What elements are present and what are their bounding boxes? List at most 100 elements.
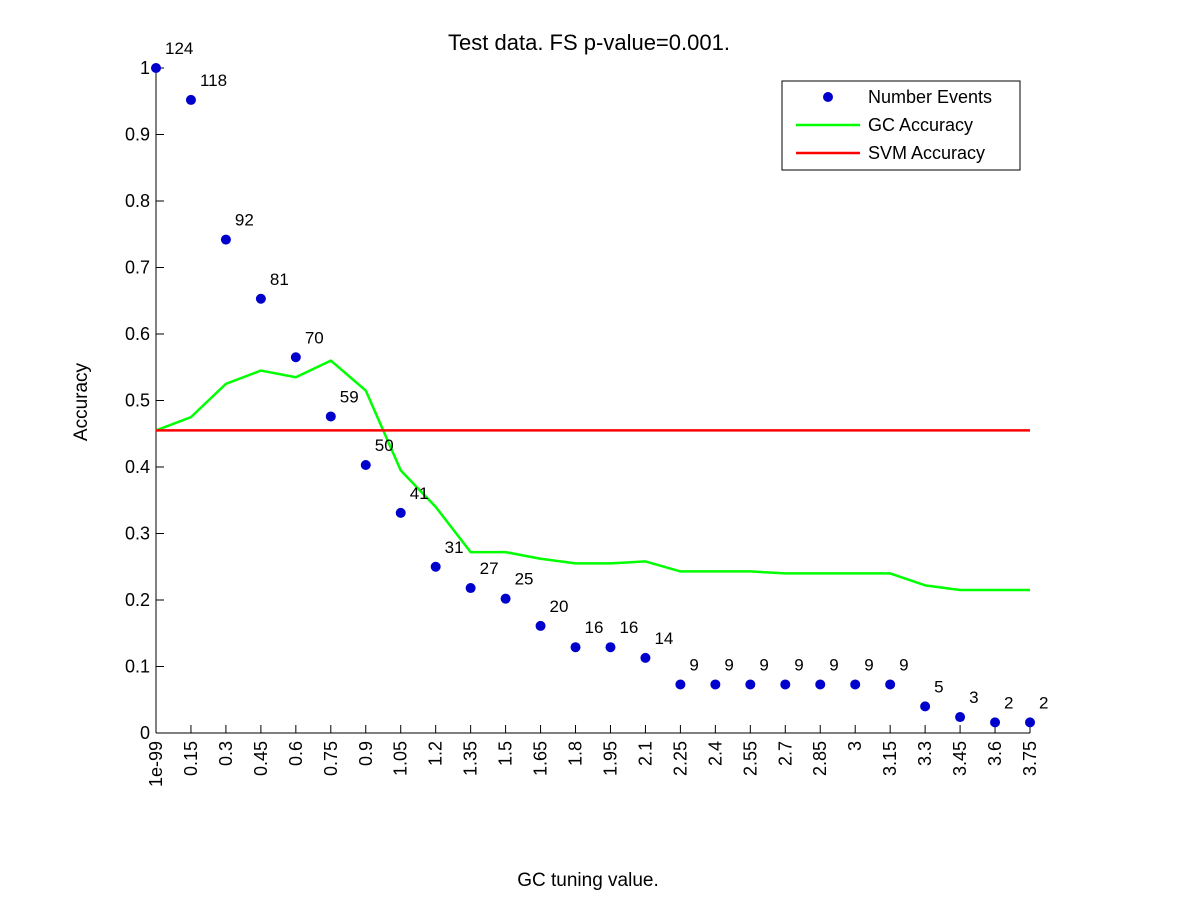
plot-series bbox=[151, 63, 1035, 728]
x-tick-label: 2.55 bbox=[740, 741, 760, 776]
data-point bbox=[255, 293, 266, 304]
x-tick-label: 1.95 bbox=[600, 741, 620, 776]
chart-title: Test data. FS p-value=0.001. bbox=[448, 30, 730, 55]
data-label: 41 bbox=[410, 484, 429, 503]
data-label: 81 bbox=[270, 270, 289, 289]
y-tick-label: 1 bbox=[140, 58, 150, 78]
data-label: 92 bbox=[235, 211, 254, 230]
x-tick-label: 1e-99 bbox=[146, 741, 166, 787]
data-point bbox=[220, 234, 231, 245]
plot-axes: 0 0.1 0.2 0.3 0.4 0.5 0.6 0.7 0.8 0.9 1 1e-99 0.15 0.… bbox=[125, 58, 1040, 787]
data-label: 2 bbox=[1039, 693, 1048, 712]
data-label: 9 bbox=[689, 655, 698, 674]
x-tick-label: 1.05 bbox=[391, 741, 411, 776]
point-labels: 124 118 92 81 70 59 50 41 31 27 25 20 16 16 14 9 9 9 9 9 9 9 5… bbox=[165, 39, 1048, 712]
data-point bbox=[465, 583, 476, 594]
x-tick-label: 1.65 bbox=[531, 741, 551, 776]
y-tick-label: 0.2 bbox=[125, 590, 150, 610]
x-tick-label: 1.5 bbox=[496, 741, 516, 766]
data-point bbox=[815, 679, 826, 690]
data-point bbox=[675, 679, 686, 690]
data-label: 9 bbox=[759, 655, 768, 674]
data-point bbox=[360, 460, 371, 471]
legend-label: GC Accuracy bbox=[868, 115, 973, 135]
data-label: 59 bbox=[340, 387, 359, 406]
data-label: 9 bbox=[794, 655, 803, 674]
data-point bbox=[325, 411, 336, 422]
data-label: 16 bbox=[585, 618, 604, 637]
y-tick-label: 0.8 bbox=[125, 191, 150, 211]
data-point bbox=[395, 507, 406, 518]
x-tick-label: 0.9 bbox=[356, 741, 376, 766]
y-tick-label: 0.5 bbox=[125, 391, 150, 411]
x-tick-label: 1.8 bbox=[566, 741, 586, 766]
data-label: 14 bbox=[654, 629, 673, 648]
y-tick-label: 0.1 bbox=[125, 657, 150, 677]
y-tick-label: 0.7 bbox=[125, 258, 150, 278]
data-point bbox=[850, 679, 861, 690]
data-label: 31 bbox=[445, 538, 464, 557]
data-label: 20 bbox=[550, 597, 569, 616]
x-tick-label: 3 bbox=[845, 741, 865, 751]
data-label: 124 bbox=[165, 39, 193, 58]
data-point bbox=[780, 679, 791, 690]
data-point bbox=[745, 679, 756, 690]
data-point bbox=[640, 652, 651, 663]
x-tick-label: 2.7 bbox=[775, 741, 795, 766]
x-tick-label: 1.2 bbox=[426, 741, 446, 766]
x-tick-label: 3.6 bbox=[985, 741, 1005, 766]
data-label: 70 bbox=[305, 328, 324, 347]
x-tick-label: 3.3 bbox=[915, 741, 935, 766]
x-tick-label: 1.35 bbox=[461, 741, 481, 776]
legend-label: Number Events bbox=[868, 87, 992, 107]
y-tick-label: 0.9 bbox=[125, 125, 150, 145]
data-label: 9 bbox=[724, 655, 733, 674]
data-label: 3 bbox=[969, 688, 978, 707]
data-label: 9 bbox=[899, 655, 908, 674]
data-point bbox=[151, 63, 161, 73]
data-label: 9 bbox=[829, 655, 838, 674]
data-point bbox=[710, 679, 721, 690]
data-label: 16 bbox=[619, 618, 638, 637]
data-point bbox=[955, 712, 966, 723]
data-point bbox=[885, 679, 896, 690]
legend-label: SVM Accuracy bbox=[868, 143, 985, 163]
data-point bbox=[920, 701, 931, 712]
data-label: 25 bbox=[515, 570, 534, 589]
x-tick-label: 0.6 bbox=[286, 741, 306, 766]
x-tick-label: 2.25 bbox=[670, 741, 690, 776]
data-point bbox=[290, 352, 301, 363]
data-point bbox=[535, 620, 546, 631]
data-label: 5 bbox=[934, 677, 943, 696]
x-tick-label: 2.4 bbox=[705, 741, 725, 766]
chart-legend: Number Events GC Accuracy SVM Accuracy bbox=[781, 80, 1021, 171]
x-tick-label: 2.85 bbox=[810, 741, 830, 776]
data-point bbox=[430, 561, 441, 572]
x-tick-label: 2.1 bbox=[635, 741, 655, 766]
legend-marker bbox=[823, 92, 833, 102]
x-axis-label: GC tuning value. bbox=[517, 870, 659, 891]
x-tick-label: 0.45 bbox=[251, 741, 271, 776]
x-tick-label: 0.75 bbox=[321, 741, 341, 776]
x-tick-label: 0.3 bbox=[216, 741, 236, 766]
x-tick-label: 3.15 bbox=[880, 741, 900, 776]
data-point bbox=[500, 593, 511, 604]
data-label: 9 bbox=[864, 655, 873, 674]
data-point bbox=[570, 642, 581, 653]
series-line-1 bbox=[155, 359, 1030, 592]
y-tick-label: 0.4 bbox=[125, 457, 150, 477]
y-tick-label: 0.3 bbox=[125, 524, 150, 544]
data-label: 118 bbox=[200, 71, 227, 90]
data-label: 27 bbox=[480, 559, 499, 578]
data-label: 2 bbox=[1004, 693, 1013, 712]
data-point bbox=[1025, 717, 1035, 728]
data-label: 50 bbox=[375, 436, 394, 455]
x-tick-label: 3.45 bbox=[950, 741, 970, 776]
data-point bbox=[605, 642, 616, 653]
y-tick-label: 0.6 bbox=[125, 324, 150, 344]
y-tick-label: 0 bbox=[140, 723, 150, 743]
x-tick-label: 0.15 bbox=[181, 741, 201, 776]
data-point bbox=[990, 717, 1001, 728]
